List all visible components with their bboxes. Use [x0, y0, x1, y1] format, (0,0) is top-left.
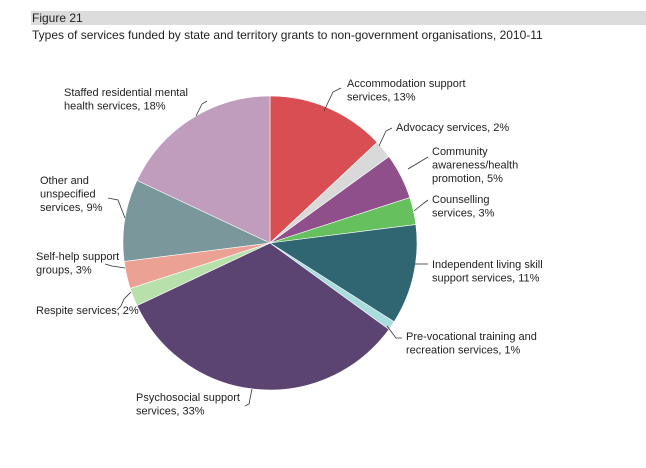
- slice-label-line: recreation services, 1%: [406, 345, 521, 357]
- pie-slice-staffed: [136, 95, 271, 244]
- pie-slice-psychosocial: [136, 242, 390, 391]
- pie-slice-accommodation: [269, 95, 378, 244]
- slice-label-line: awareness/health: [432, 160, 518, 172]
- leader-line-prevocational: [386, 325, 402, 339]
- pie-slice-other: [122, 180, 272, 262]
- slice-label-line: Advocacy services, 2%: [396, 122, 509, 134]
- slice-label-respite: Respite services, 2%: [36, 305, 139, 317]
- leader-line-staffed: [195, 100, 208, 117]
- chart-title: Types of services funded by state and te…: [32, 28, 543, 42]
- slice-label-prevocational: Pre-vocational training and recreation se…: [406, 331, 537, 357]
- slice-label-selfhelp: Self-help support groups, 3%: [36, 251, 119, 277]
- slice-label-counselling: Counselling services, 3%: [432, 194, 495, 220]
- slice-label-line: Independent living skill: [432, 259, 543, 271]
- leader-line-selfhelp: [104, 263, 126, 269]
- leader-line-community: [407, 156, 429, 170]
- slice-label-line: unspecified: [40, 189, 96, 201]
- slice-labels: Accommodation support services, 13% Advoca…: [36, 78, 543, 418]
- slice-label-line: Counselling: [432, 194, 489, 206]
- slice-label-line: Staffed residential mental: [64, 87, 188, 99]
- slice-label-accommodation: Accommodation support services, 13%: [347, 78, 466, 104]
- leader-line-respite: [116, 291, 132, 311]
- pie-slice-independent: [269, 224, 418, 323]
- leader-lines: [104, 87, 429, 407]
- leader-line-advocacy: [378, 127, 393, 147]
- slice-label-community: Community awareness/health promotion, 5%: [432, 146, 518, 185]
- slice-label-line: services, 33%: [136, 406, 205, 418]
- slice-label-line: promotion, 5%: [432, 173, 503, 185]
- slice-label-line: health services, 18%: [64, 101, 166, 113]
- slice-label-line: Community: [432, 146, 488, 158]
- slice-label-line: Pre-vocational training and: [406, 331, 537, 343]
- figure-label: Figure 21: [32, 11, 83, 25]
- pie-slices: [122, 95, 418, 391]
- slice-label-independent: Independent living skill support services…: [432, 259, 543, 285]
- slice-label-other: Other and unspecified services, 9%: [40, 175, 103, 214]
- slice-label-line: groups, 3%: [36, 265, 92, 277]
- slice-label-line: Accommodation support: [347, 78, 466, 90]
- slice-label-line: Other and: [40, 175, 89, 187]
- leader-line-accommodation: [323, 87, 342, 112]
- slice-label-line: services, 3%: [432, 208, 495, 220]
- slice-label-line: services, 9%: [40, 202, 103, 214]
- slice-label-line: Self-help support: [36, 251, 119, 263]
- slice-label-line: Respite services, 2%: [36, 305, 139, 317]
- slice-label-advocacy: Advocacy services, 2%: [396, 122, 509, 134]
- slice-label-line: support services, 11%: [432, 273, 540, 285]
- slice-label-line: Psychosocial support: [136, 392, 240, 404]
- leader-line-other: [107, 197, 126, 219]
- figure-header-band: [31, 11, 646, 25]
- slice-label-psychosocial: Psychosocial support services, 33%: [136, 392, 240, 418]
- leader-line-counselling: [413, 199, 429, 212]
- slice-label-line: services, 13%: [347, 92, 416, 104]
- leader-line-psychosocial: [244, 388, 253, 407]
- slice-label-staffed: Staffed residential mental health service…: [64, 87, 188, 113]
